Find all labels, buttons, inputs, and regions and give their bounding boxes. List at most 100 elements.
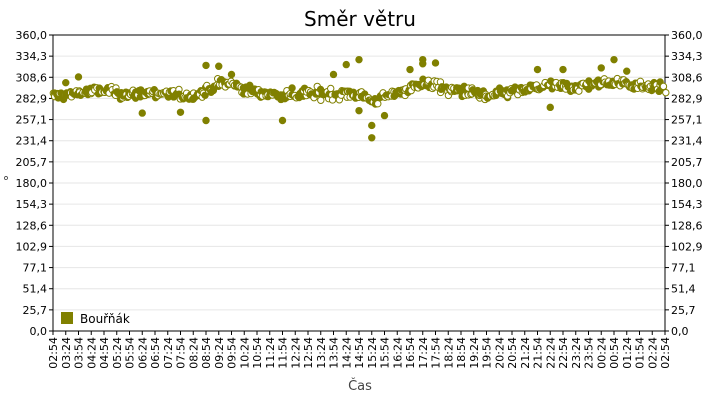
x-tick-label: 15:54 [379,337,392,369]
x-axis-label: Čas [348,378,372,394]
y-tick-label-right: 334,3 [671,50,703,63]
y-tick-label-left: 0,0 [30,325,48,338]
y-tick-label-left: 77,1 [23,262,48,275]
data-point [202,116,210,125]
x-tick-label: 04:24 [85,337,98,369]
y-tick-label-left: 205,7 [16,156,48,169]
x-tick-label: 00:24 [595,337,608,369]
legend: Bouřňák [61,312,130,326]
data-point [406,65,414,74]
y-tick-label-right: 257,1 [671,114,703,127]
data-point [215,62,223,70]
y-ticks-left: 0,0 25,7 51,4 77,1 102,9 128,6 154,3 180,0 205,7… [16,29,53,338]
data-point [559,65,567,74]
x-tick-label: 11:54 [277,337,290,369]
x-tick-label: 09:24 [213,337,226,369]
data-point [368,134,376,142]
x-tick-label: 03:54 [73,337,86,369]
x-tick-label: 14:24 [340,337,353,369]
y-tick-label-right: 154,3 [671,198,703,211]
y-tick-label-right: 205,7 [671,156,703,169]
data-point [659,82,668,91]
data-point [546,103,554,112]
x-tick-label: 16:54 [404,337,417,369]
data-point [138,109,146,117]
x-tick-label: 03:24 [60,337,73,369]
x-tick-label: 02:54 [47,337,60,369]
x-tick-label: 00:54 [608,337,621,369]
x-tick-label: 18:24 [442,337,455,369]
x-tick-label: 17:54 [430,337,443,369]
y-tick-label-left: 334,3 [16,50,48,63]
y-tick-label-left: 25,7 [23,304,48,317]
x-tick-label: 10:54 [251,337,264,369]
x-tick-label: 08:54 [200,337,213,369]
data-point [202,61,210,70]
x-tick-label: 18:54 [455,337,468,369]
x-tick-label: 19:24 [468,337,481,369]
y-tick-label-right: 360,0 [671,29,703,42]
data-point [62,78,70,87]
y-tick-label-left: 154,3 [16,198,48,211]
x-tick-label: 23:24 [570,337,583,369]
data-point [662,88,670,97]
y-tick-label-right: 25,7 [671,304,696,317]
data-point [623,67,631,75]
x-tick-label: 07:54 [175,337,188,369]
data-point [355,106,363,115]
y-tick-label-left: 308,6 [16,71,48,84]
y-tick-label-left: 180,0 [16,177,48,190]
x-ticks: 02:54 03:24 03:54 04:24 04:54 05:24 05:54 06:24… [47,331,672,369]
y-tick-label-left: 231,4 [16,135,48,148]
x-tick-label: 09:54 [226,337,239,369]
y-tick-label-left: 128,6 [16,219,48,232]
data-point [610,55,618,64]
y-tick-label-right: 51,4 [671,283,696,296]
y-tick-label-left: 102,9 [16,240,48,253]
x-tick-label: 16:24 [391,337,404,369]
data-point [329,70,338,79]
data-point [431,59,440,67]
data-point [74,73,83,81]
x-tick-label: 05:54 [124,337,137,369]
x-tick-label: 22:54 [557,337,570,369]
x-tick-label: 15:24 [366,337,379,369]
data-point [374,99,382,108]
x-tick-label: 02:54 [659,337,672,369]
chart-title: Směr větru [304,7,416,31]
x-tick-label: 21:24 [519,337,532,369]
data-point [419,60,427,68]
x-tick-label: 08:24 [187,337,200,369]
x-tick-label: 19:54 [481,337,494,369]
x-tick-label: 07:24 [162,337,175,369]
legend-label: Bouřňák [80,312,130,326]
data-point [176,108,185,116]
data-point [278,116,287,125]
data-point [227,70,236,79]
x-tick-label: 20:24 [493,337,506,369]
y-tick-label-left: 257,1 [16,114,48,127]
y-tick-label-right: 180,0 [671,177,703,190]
x-tick-label: 13:24 [315,337,328,369]
x-tick-label: 06:54 [149,337,162,369]
x-tick-label: 11:24 [264,337,277,369]
y-ticks-right: 0,0 25,7 51,4 77,1 102,9 128,6 154,3 180,0 205,7… [665,29,703,338]
x-tick-label: 01:24 [621,337,634,369]
x-tick-label: 10:24 [238,337,251,369]
x-tick-label: 02:24 [646,337,659,369]
x-tick-label: 04:54 [98,337,111,369]
y-tick-label-right: 128,6 [671,219,703,232]
data-point [327,84,335,93]
data-point [597,64,605,72]
scatter-points [49,55,670,142]
x-tick-label: 05:24 [111,337,124,369]
y-tick-label-right: 0,0 [671,325,689,338]
y-tick-label-left: 360,0 [16,29,48,42]
y-tick-label-right: 77,1 [671,262,696,275]
x-tick-label: 20:54 [506,337,519,369]
y-tick-label-right: 231,4 [671,135,703,148]
y-tick-label-left: 51,4 [23,283,48,296]
y-tick-label-left: 282,9 [16,92,48,105]
